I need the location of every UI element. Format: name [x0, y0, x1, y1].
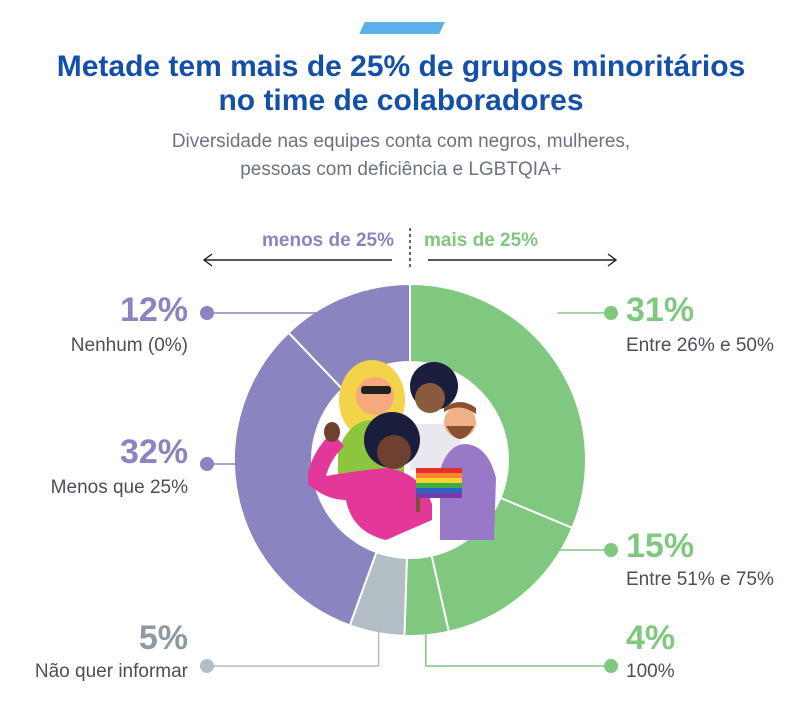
- title-line-2: no time de colaboradores: [218, 84, 584, 117]
- donut-slice: [409, 282, 587, 530]
- person-pink: [308, 412, 432, 540]
- direction-arrows: [202, 228, 618, 270]
- donut-slice: [233, 331, 378, 627]
- people-illustration: [308, 360, 496, 546]
- slice-category-label: Menos que 25%: [50, 477, 188, 498]
- slice-value-label: 31%: [626, 291, 695, 329]
- leader-dot: [200, 457, 214, 471]
- leader-dot: [200, 306, 214, 320]
- slice-value-label: 4%: [626, 619, 676, 657]
- slice-category-label: Entre 51% e 75%: [626, 569, 774, 590]
- slice-category-label: Nenhum (0%): [70, 335, 188, 356]
- chart-title: Metade tem mais de 25% de grupos minorit…: [0, 50, 802, 118]
- leader-line: [207, 623, 380, 667]
- title-line-1: Metade tem mais de 25% de grupos minorit…: [56, 50, 746, 83]
- slice-value-label: 15%: [626, 527, 695, 565]
- leader-line: [425, 625, 611, 667]
- slice-value-label: 12%: [119, 291, 188, 329]
- slice-value-label: 32%: [119, 433, 188, 471]
- slice-value-label: 5%: [138, 619, 188, 657]
- chart-subtitle: Diversidade nas equipes conta com negros…: [0, 128, 802, 184]
- leader-dot: [200, 659, 214, 673]
- leader-dot: [604, 659, 618, 673]
- arrow-right-head-icon: [607, 253, 618, 267]
- leader-dot: [604, 306, 618, 320]
- subtitle-line-2: pessoas com deficiência e LGBTQIA+: [240, 159, 562, 180]
- slice-category-label: 100%: [626, 661, 675, 682]
- direction-label-right: mais de 25%: [424, 230, 539, 251]
- leader-dot: [604, 543, 618, 557]
- leader-lines: [200, 306, 618, 673]
- direction-label-left: menos de 25%: [262, 230, 394, 251]
- subtitle-line-1: Diversidade nas equipes conta com negros…: [171, 131, 631, 152]
- slice-category-label: Entre 26% e 50%: [626, 335, 774, 356]
- rainbow-flag-icon: [416, 468, 462, 512]
- arrow-left-head-icon: [202, 253, 213, 267]
- slice-category-label: Não quer informar: [34, 661, 188, 682]
